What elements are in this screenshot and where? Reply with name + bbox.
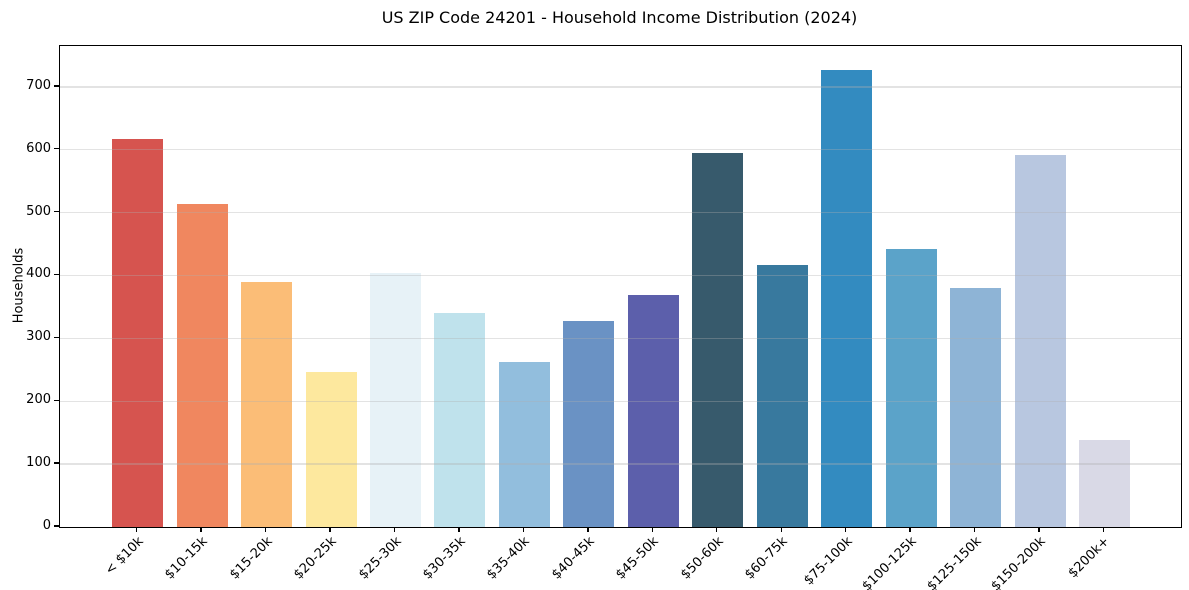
y-tick-label: 400 (26, 266, 51, 282)
y-axis-label: Households (11, 247, 27, 324)
x-tick-mark (909, 527, 911, 533)
bar-30-35k (434, 312, 486, 527)
x-tick-mark (844, 527, 847, 533)
y-tick-mark (53, 462, 59, 464)
bar-75-100k (821, 69, 873, 527)
gridline (60, 86, 1181, 88)
y-tick-label: 100 (26, 455, 51, 471)
x-tick-mark (200, 527, 202, 533)
bar-35-40k (498, 361, 550, 527)
x-tick-mark (458, 527, 460, 533)
gridline (60, 463, 1181, 465)
x-tick-mark (329, 527, 331, 533)
x-tick-mark (393, 527, 396, 533)
gridline (60, 211, 1181, 214)
gridline (60, 337, 1181, 340)
x-tick-label: < $10k (102, 534, 147, 579)
bar-25-30k (370, 272, 421, 527)
bar-125-150k (950, 288, 1002, 527)
bar-40-45k (563, 321, 615, 527)
y-tick-label: 300 (26, 329, 51, 345)
y-tick-mark (53, 336, 59, 339)
bar-200k (1078, 440, 1130, 527)
x-tick-mark (522, 527, 525, 533)
bar-150-200k (1014, 155, 1066, 527)
y-tick-mark (53, 273, 59, 276)
bar-45-50k (627, 295, 679, 527)
y-tick-label: 500 (26, 203, 51, 219)
bar-15-20k (241, 281, 293, 527)
gridline (60, 274, 1181, 277)
x-tick-mark (264, 527, 267, 533)
y-tick-label: 700 (26, 77, 51, 93)
x-tick-mark (651, 527, 653, 533)
y-tick-mark (53, 399, 59, 401)
y-tick-label: 0 (42, 518, 51, 533)
y-tick-mark (53, 210, 59, 213)
y-tick-mark (53, 85, 59, 87)
bar-10-15k (176, 203, 228, 527)
bar-60-75k (756, 264, 808, 527)
bar-50-60k (692, 152, 744, 527)
y-tick-mark (53, 525, 59, 527)
gridline (60, 149, 1181, 151)
x-tick-mark (1038, 527, 1040, 533)
chart-title: US ZIP Code 24201 - Household Income Dis… (381, 8, 858, 27)
gridline (60, 400, 1181, 402)
x-tick-mark (716, 527, 718, 533)
y-tick-label: 200 (26, 392, 51, 408)
bar-100-125k (885, 249, 937, 527)
x-tick-mark (780, 527, 782, 533)
x-tick-mark (587, 527, 589, 533)
x-tick-mark (973, 527, 976, 533)
plot-area (59, 45, 1182, 528)
y-tick-mark (53, 148, 59, 150)
x-tick-mark (1102, 527, 1105, 533)
x-tick-mark (136, 527, 138, 533)
bar-20-25k (305, 372, 357, 527)
bar-10k (112, 139, 164, 527)
y-tick-label: 600 (26, 140, 51, 156)
